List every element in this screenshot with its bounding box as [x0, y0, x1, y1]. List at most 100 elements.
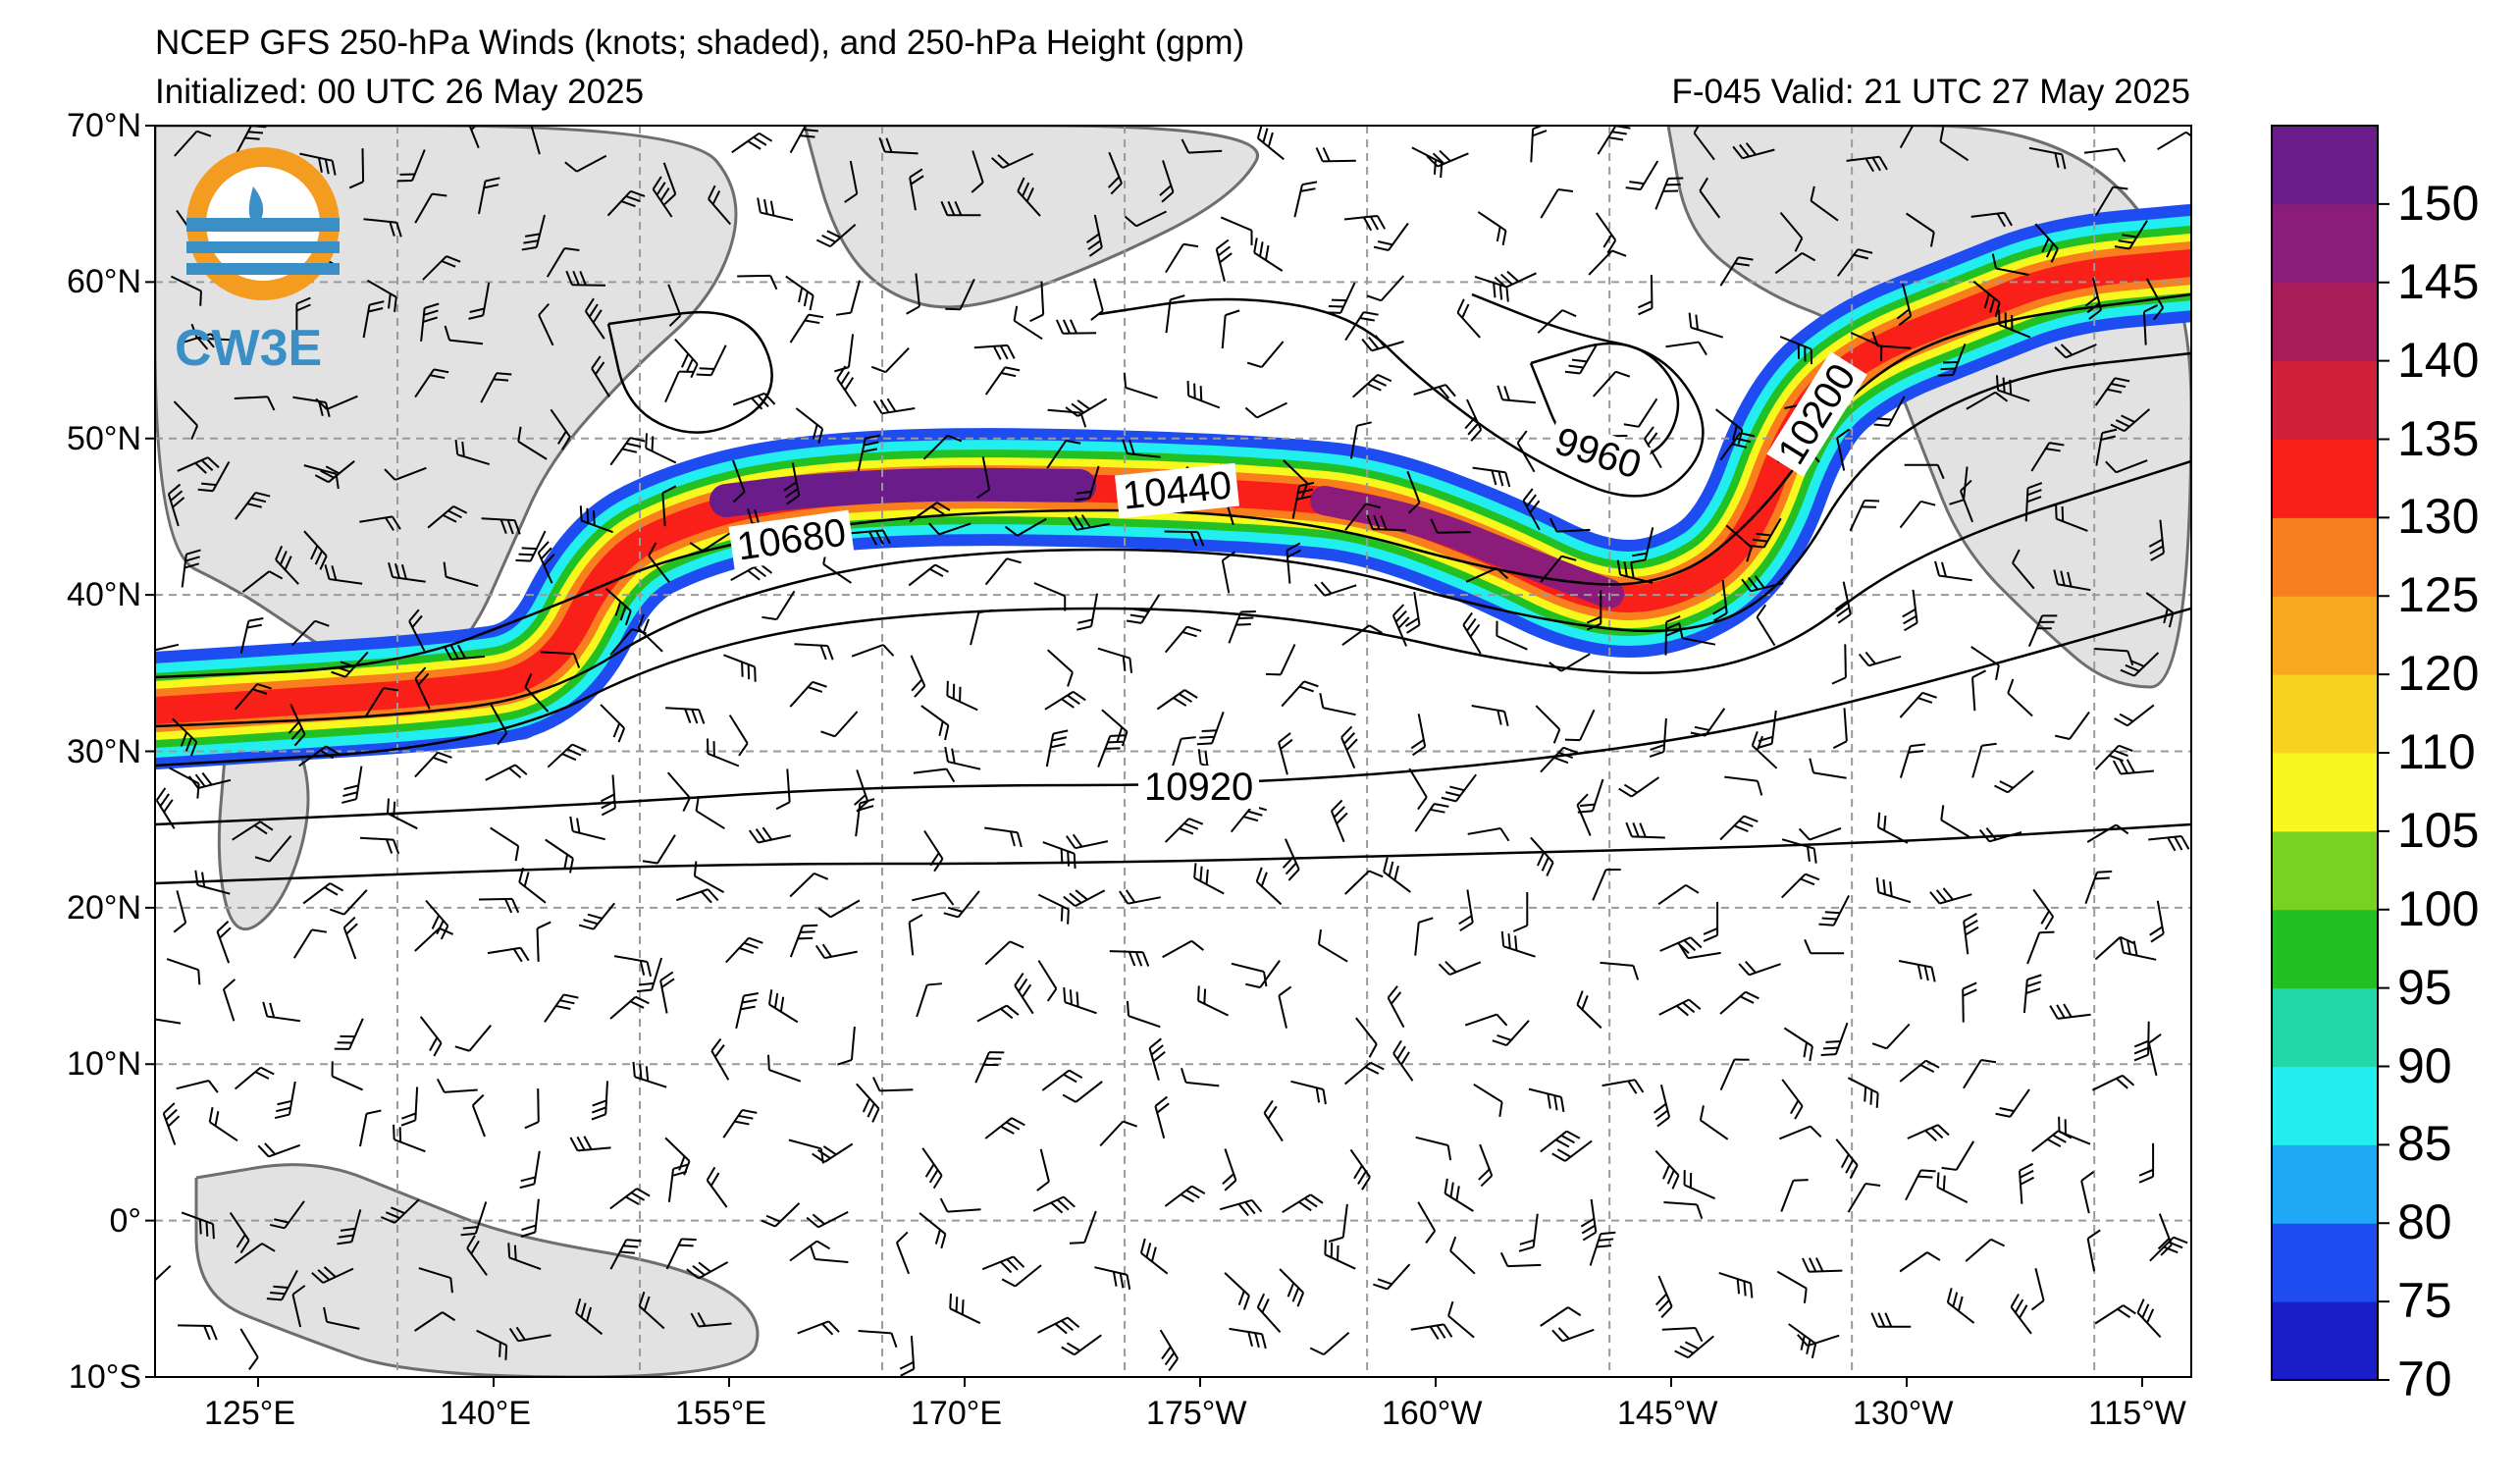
- wind-barb: [974, 1051, 1005, 1084]
- barb-feather: [2115, 419, 2130, 428]
- barb-feather: [1425, 1230, 1437, 1244]
- wind-barb: [908, 563, 949, 587]
- barb-feather: [1634, 1079, 1645, 1093]
- barb-feather: [2173, 1236, 2188, 1245]
- wind-barb: [820, 711, 859, 738]
- barb-feather: [2027, 482, 2043, 490]
- wind-barb: [2055, 503, 2088, 532]
- barb-feather: [1735, 437, 1752, 444]
- barb-feather: [1553, 1094, 1558, 1111]
- barb-feather: [1665, 622, 1681, 630]
- wind-barb: [291, 1285, 306, 1328]
- wind-barb: [1896, 283, 1913, 327]
- barb-staff: [2145, 278, 2165, 309]
- barb-feather: [2019, 1304, 2028, 1319]
- barb-feather: [1071, 402, 1085, 414]
- wind-barb: [1690, 708, 1726, 737]
- wind-barb: [2080, 1171, 2095, 1214]
- barb-feather: [767, 989, 773, 1005]
- wind-barb: [1518, 1213, 1539, 1252]
- wind-barb: [928, 522, 971, 536]
- barb-feather: [1871, 331, 1879, 346]
- barb-feather: [1810, 348, 1813, 364]
- barb-staff: [1083, 1210, 1097, 1244]
- barb-staff: [1257, 137, 1285, 161]
- barb-staff: [1479, 1143, 1494, 1177]
- barb-feather: [472, 1093, 485, 1106]
- barb-feather: [1053, 729, 1069, 735]
- barb-feather: [2149, 545, 2164, 555]
- barb-feather: [2153, 307, 2164, 321]
- barb-feather: [1790, 1099, 1800, 1115]
- barb-feather: [1072, 833, 1083, 848]
- wind-barb: [521, 214, 546, 251]
- barb-feather: [337, 1241, 352, 1245]
- barb-staff: [239, 620, 250, 655]
- wind-barb: [1109, 950, 1150, 967]
- barb-staff: [281, 1269, 298, 1300]
- barb-feather: [802, 924, 818, 927]
- barb-feather: [1618, 787, 1633, 798]
- barb-feather: [2163, 608, 2169, 624]
- barb-feather: [637, 613, 645, 629]
- barb-feather: [587, 913, 603, 920]
- wind-barb: [174, 130, 212, 157]
- barb-feather: [870, 365, 886, 374]
- barb-feather: [1337, 1245, 1339, 1261]
- barb-staff: [922, 435, 949, 460]
- wind-barb: [645, 433, 677, 464]
- barb-staff: [706, 1179, 728, 1208]
- wind-barb: [1410, 714, 1427, 757]
- wind-barb: [837, 1027, 856, 1066]
- wind-barb: [689, 532, 731, 553]
- barb-feather: [1498, 285, 1503, 300]
- barb-feather: [1128, 951, 1136, 967]
- barb-staff: [2094, 648, 2128, 653]
- barb-feather: [1183, 822, 1199, 830]
- barb-feather: [2045, 242, 2055, 258]
- barb-feather: [1441, 796, 1456, 803]
- barb-staff: [1721, 579, 1728, 613]
- barb-feather: [1943, 360, 1959, 364]
- wind-barb: [2120, 652, 2160, 677]
- barb-staff: [1601, 1079, 1636, 1087]
- wind-barb: [761, 1202, 801, 1228]
- barb-staff: [1682, 637, 1716, 646]
- barb-feather: [1871, 157, 1881, 172]
- barb-feather: [1178, 693, 1192, 703]
- wind-barb: [1658, 998, 1702, 1017]
- barb-staff: [1887, 396, 1906, 427]
- barb-staff: [419, 1016, 443, 1044]
- barb-staff: [517, 441, 548, 460]
- barb-feather: [1393, 865, 1399, 881]
- barb-staff: [1962, 988, 1965, 1023]
- wind-barb: [1154, 1095, 1170, 1139]
- barb-staff: [181, 554, 187, 588]
- barb-feather: [1654, 1293, 1667, 1306]
- barb-feather: [383, 687, 399, 692]
- barb-feather: [2150, 552, 2165, 561]
- barb-feather: [394, 296, 397, 312]
- barb-staff: [1127, 452, 1161, 458]
- wind-barb: [422, 255, 461, 281]
- barb-feather: [1496, 567, 1509, 580]
- wind-barb: [291, 619, 330, 647]
- barb-feather: [483, 184, 499, 189]
- barb-feather: [1426, 155, 1439, 168]
- barb-feather: [1324, 1240, 1327, 1255]
- barb-staff: [1837, 248, 1860, 277]
- wind-barb: [1068, 514, 1110, 531]
- barb-feather: [207, 1080, 219, 1093]
- barb-staff: [723, 654, 756, 668]
- barb-feather: [515, 558, 531, 562]
- wind-barb: [1004, 517, 1047, 537]
- barb-feather: [741, 662, 744, 677]
- barb-feather: [569, 816, 574, 832]
- barb-feather: [783, 481, 798, 492]
- barb-staff: [1284, 838, 1300, 871]
- barb-staff: [651, 957, 663, 990]
- barb-feather: [1319, 692, 1325, 709]
- wind-barb: [1904, 463, 1945, 480]
- barb-staff: [879, 1088, 914, 1092]
